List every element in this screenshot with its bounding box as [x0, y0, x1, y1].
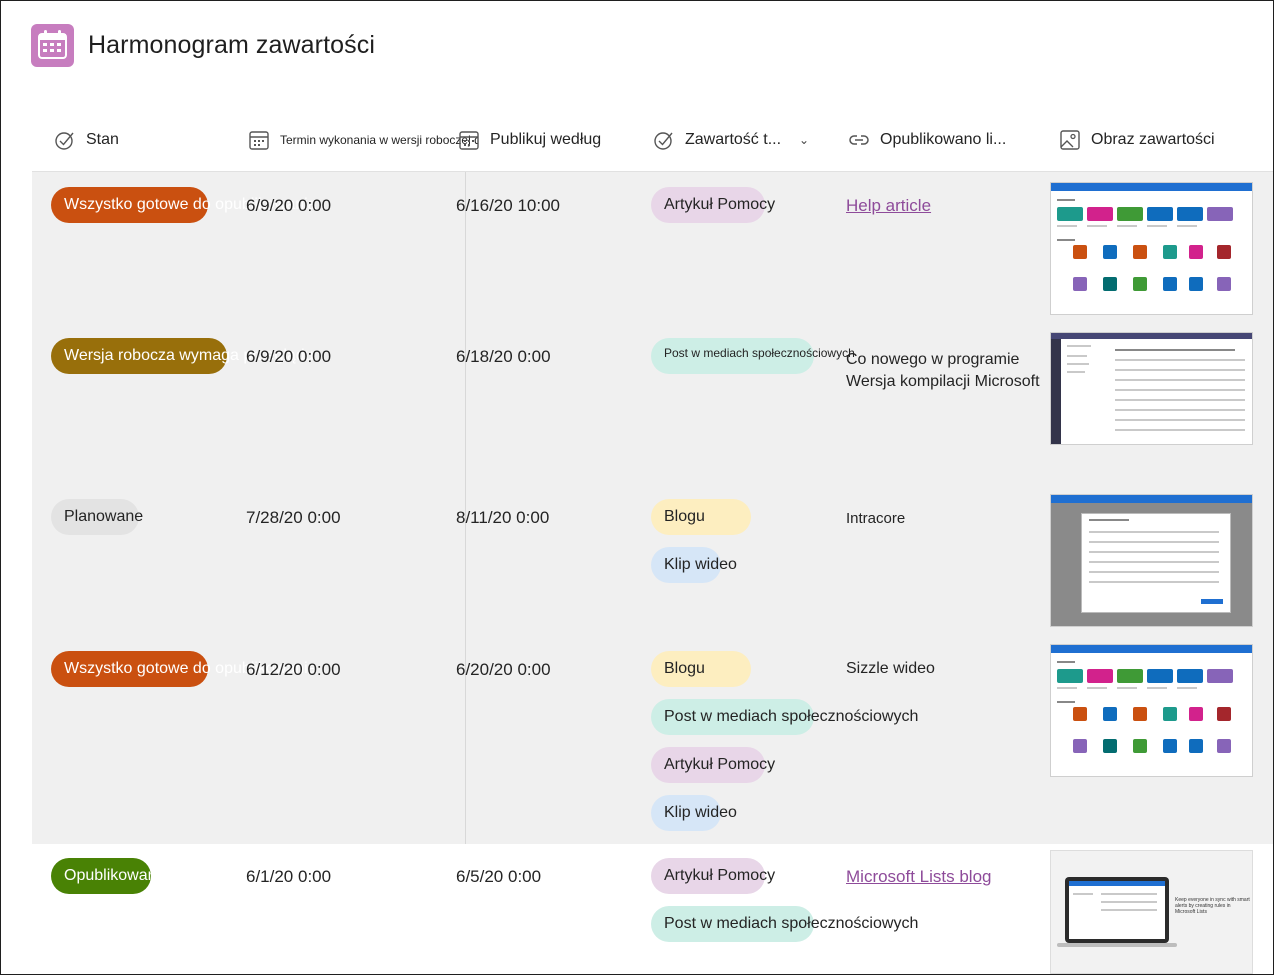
content-type-chip: Post w mediach społecznościowych: [651, 699, 918, 735]
publish-by-date: 6/5/20 0:00: [456, 867, 542, 886]
column-header-status[interactable]: Stan: [54, 128, 254, 152]
column-header-row: Stan Termin wykonania w wersji roboczej …: [32, 104, 1273, 172]
published-link[interactable]: Help article: [846, 196, 932, 215]
content-type-chip: Post w mediach społecznościowych: [651, 906, 918, 942]
status-label: Wszystko gotowe do opublikowania: [64, 196, 317, 213]
published-link[interactable]: Microsoft Lists blog: [846, 867, 992, 886]
draft-due-date: 6/1/20 0:00: [246, 867, 332, 886]
chevron-down-icon[interactable]: ⌄: [799, 133, 810, 147]
calendar-icon: [249, 131, 269, 150]
draft-due-date: 6/9/20 0:00: [246, 196, 332, 215]
content-image-thumbnail[interactable]: [1050, 332, 1253, 445]
published-link-text: Co nowego w programie Wersja kompilacji …: [846, 349, 1040, 393]
content-type-chip: Klip wideo: [651, 547, 737, 583]
page-title: Harmonogram zawartości: [88, 30, 376, 59]
image-icon: [1060, 130, 1080, 150]
column-header-label: Termin wykonania w wersji roboczej do: [280, 133, 478, 147]
table-row[interactable]: Planowane 7/28/20 0:00 8/11/20 0:00 Blog…: [32, 482, 1273, 632]
content-image-thumbnail[interactable]: [1050, 644, 1253, 777]
column-header-content-type[interactable]: Zawartość t... ⌄: [653, 128, 823, 152]
column-header-label: Opublikowano li...: [880, 131, 1007, 148]
column-header-published-link[interactable]: Opublikowano li...: [848, 128, 1038, 152]
content-image-thumbnail[interactable]: [1050, 494, 1253, 627]
publish-by-date: 6/18/20 0:00: [456, 347, 551, 366]
column-header-label: Publikuj według: [490, 131, 602, 148]
column-header-label: Zawartość t...: [685, 131, 782, 148]
publish-by-date: 6/16/20 10:00: [456, 196, 560, 215]
calendar-icon: [459, 131, 479, 150]
grid-body: Wszystko gotowe do opublikowania 6/9/20 …: [32, 172, 1273, 974]
draft-due-date: 6/12/20 0:00: [246, 660, 341, 679]
status-label: Opublikowano: [64, 867, 151, 884]
column-header-draft-due[interactable]: Termin wykonania w wersji roboczej do: [248, 128, 478, 152]
column-header-label: Obraz zawartości: [1091, 131, 1215, 148]
content-image-thumbnail[interactable]: Keep everyone in sync with smart alerts …: [1050, 850, 1253, 974]
draft-due-date: 6/9/20 0:00: [246, 347, 332, 366]
status-badge: Opublikowano: [51, 858, 151, 894]
status-badge: Wszystko gotowe do opublikowania: [51, 187, 317, 223]
table-row[interactable]: Wszystko gotowe do opublikowania 6/12/20…: [32, 632, 1273, 844]
content-type-chip: Artykuł Pomocy: [651, 858, 775, 894]
published-link-text: Sizzle wideo: [846, 660, 935, 677]
column-header-image[interactable]: Obraz zawartości: [1059, 128, 1269, 152]
status-label: Planowane: [64, 508, 144, 525]
draft-due-date: 7/28/20 0:00: [246, 508, 341, 527]
content-type-chip: Blogu: [651, 651, 751, 687]
list-grid: Stan Termin wykonania w wersji roboczej …: [32, 104, 1273, 974]
column-divider: [465, 172, 466, 844]
table-row[interactable]: Wersja robocza wymaga przeglądu 6/9/20 0…: [32, 322, 1273, 482]
calendar-icon: [31, 23, 74, 67]
content-type-chip: Blogu: [651, 499, 751, 535]
content-type-chip: Post w mediach społecznościowych: [651, 338, 855, 374]
publish-by-date: 8/11/20 0:00: [456, 508, 550, 527]
thumbnail-caption: Keep everyone in sync with smart alerts …: [1175, 897, 1250, 915]
table-row[interactable]: Wszystko gotowe do opublikowania 6/9/20 …: [32, 172, 1273, 322]
column-header-label: Stan: [86, 131, 119, 148]
checkmark-circle-icon: [654, 132, 673, 150]
column-header-publish-by[interactable]: Publikuj według: [458, 128, 658, 152]
status-badge: Planowane: [51, 499, 143, 535]
app-header: Harmonogram zawartości: [31, 23, 375, 67]
content-type-chip: Klip wideo: [651, 795, 737, 831]
content-image-thumbnail[interactable]: [1050, 182, 1253, 315]
published-link-line: Wersja kompilacji Microsoft: [846, 373, 1040, 390]
status-label: Wersja robocza wymaga przeglądu: [64, 347, 314, 364]
published-link-line: Co nowego w programie: [846, 351, 1020, 368]
status-badge: Wersja robocza wymaga przeglądu: [51, 338, 314, 374]
status-badge: Wszystko gotowe do opublikowania: [51, 651, 317, 687]
status-label: Wszystko gotowe do opublikowania: [64, 660, 317, 677]
content-type-chip: Artykuł Pomocy: [651, 187, 775, 223]
published-link-text: Intracore: [846, 510, 906, 527]
link-icon: [849, 135, 869, 145]
content-type-chip: Artykuł Pomocy: [651, 747, 775, 783]
publish-by-date: 6/20/20 0:00: [456, 660, 551, 679]
checkmark-circle-icon: [55, 132, 74, 150]
table-row[interactable]: Opublikowano 6/1/20 0:00 6/5/20 0:00 Art…: [32, 844, 1273, 974]
